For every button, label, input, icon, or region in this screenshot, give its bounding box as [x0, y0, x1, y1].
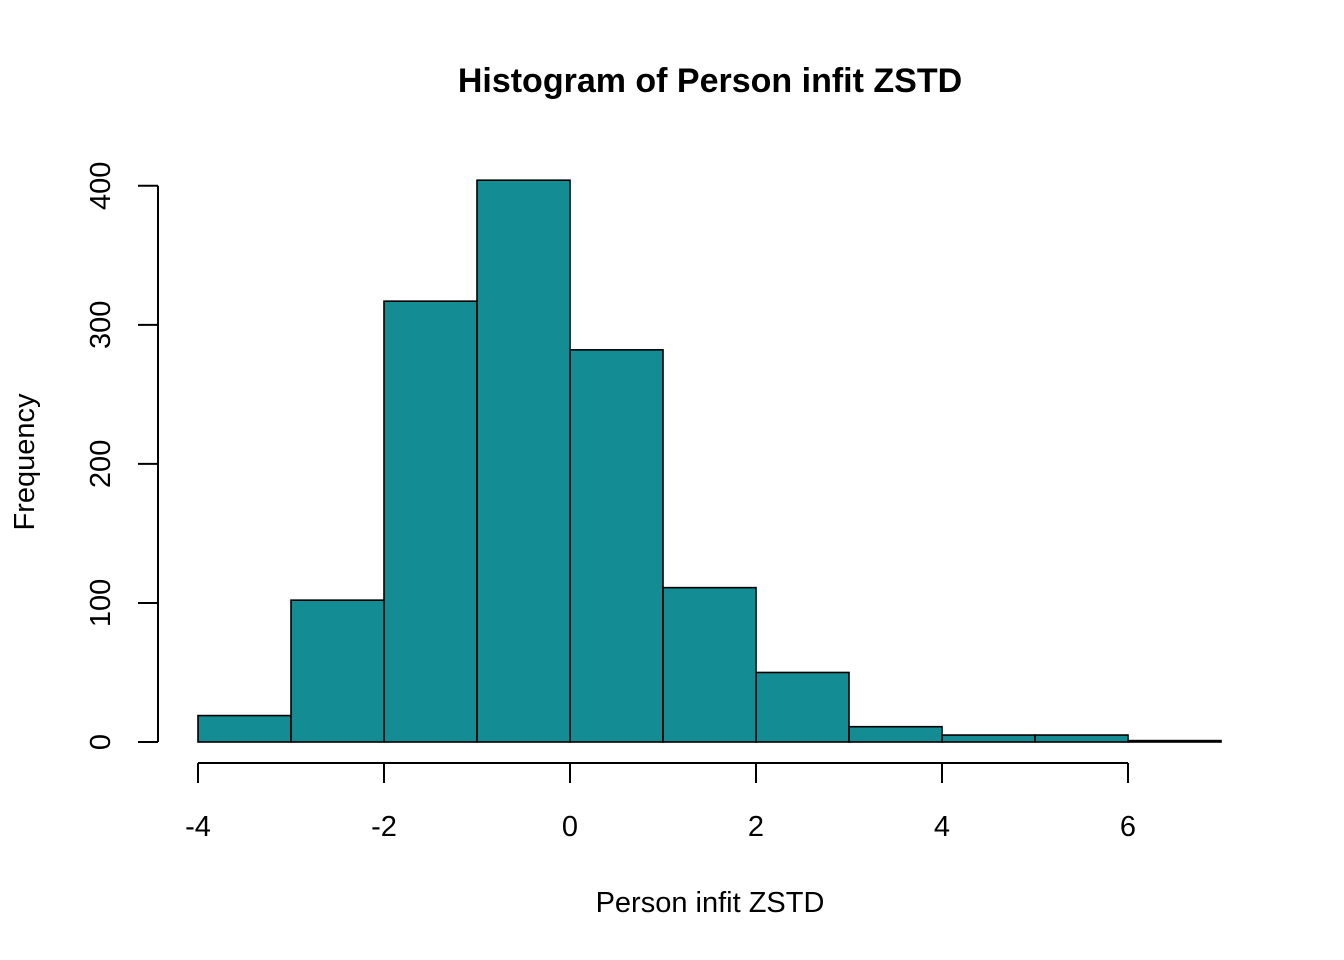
- histogram-bar-6: [755, 671, 850, 743]
- y-axis: 0 100 200 300 400: [85, 162, 159, 750]
- histogram-bar-0: [197, 714, 292, 743]
- x-tick-label: 4: [934, 811, 950, 843]
- histogram-bar-9: [1034, 734, 1129, 743]
- bars-group: [197, 179, 1222, 743]
- histogram-bar-4: [569, 349, 664, 743]
- y-tick-label: 400: [85, 162, 117, 210]
- histogram-bar-1: [290, 599, 385, 743]
- x-tick-label: -4: [185, 811, 211, 843]
- y-axis-label: Frequency: [9, 393, 41, 531]
- x-tick-label: 0: [562, 811, 578, 843]
- x-tick-label: -2: [371, 811, 397, 843]
- x-axis: -4 -2 0 2 4 6: [185, 762, 1136, 843]
- histogram-bar-10: [1127, 739, 1222, 743]
- x-tick-label: 2: [748, 811, 764, 843]
- x-tick-label: 6: [1120, 811, 1136, 843]
- chart-title: Histogram of Person infit ZSTD: [458, 62, 962, 100]
- histogram-bar-7: [848, 725, 943, 743]
- histogram-bar-2: [383, 300, 478, 743]
- x-axis-label: Person infit ZSTD: [596, 887, 825, 919]
- y-tick-label: 200: [85, 440, 117, 488]
- histogram-bar-3: [476, 179, 571, 743]
- y-tick-label: 0: [85, 734, 117, 750]
- y-tick-label: 300: [85, 301, 117, 349]
- histogram-bar-8: [941, 734, 1036, 743]
- histogram-bar-5: [662, 586, 757, 743]
- y-tick-label: 100: [85, 579, 117, 627]
